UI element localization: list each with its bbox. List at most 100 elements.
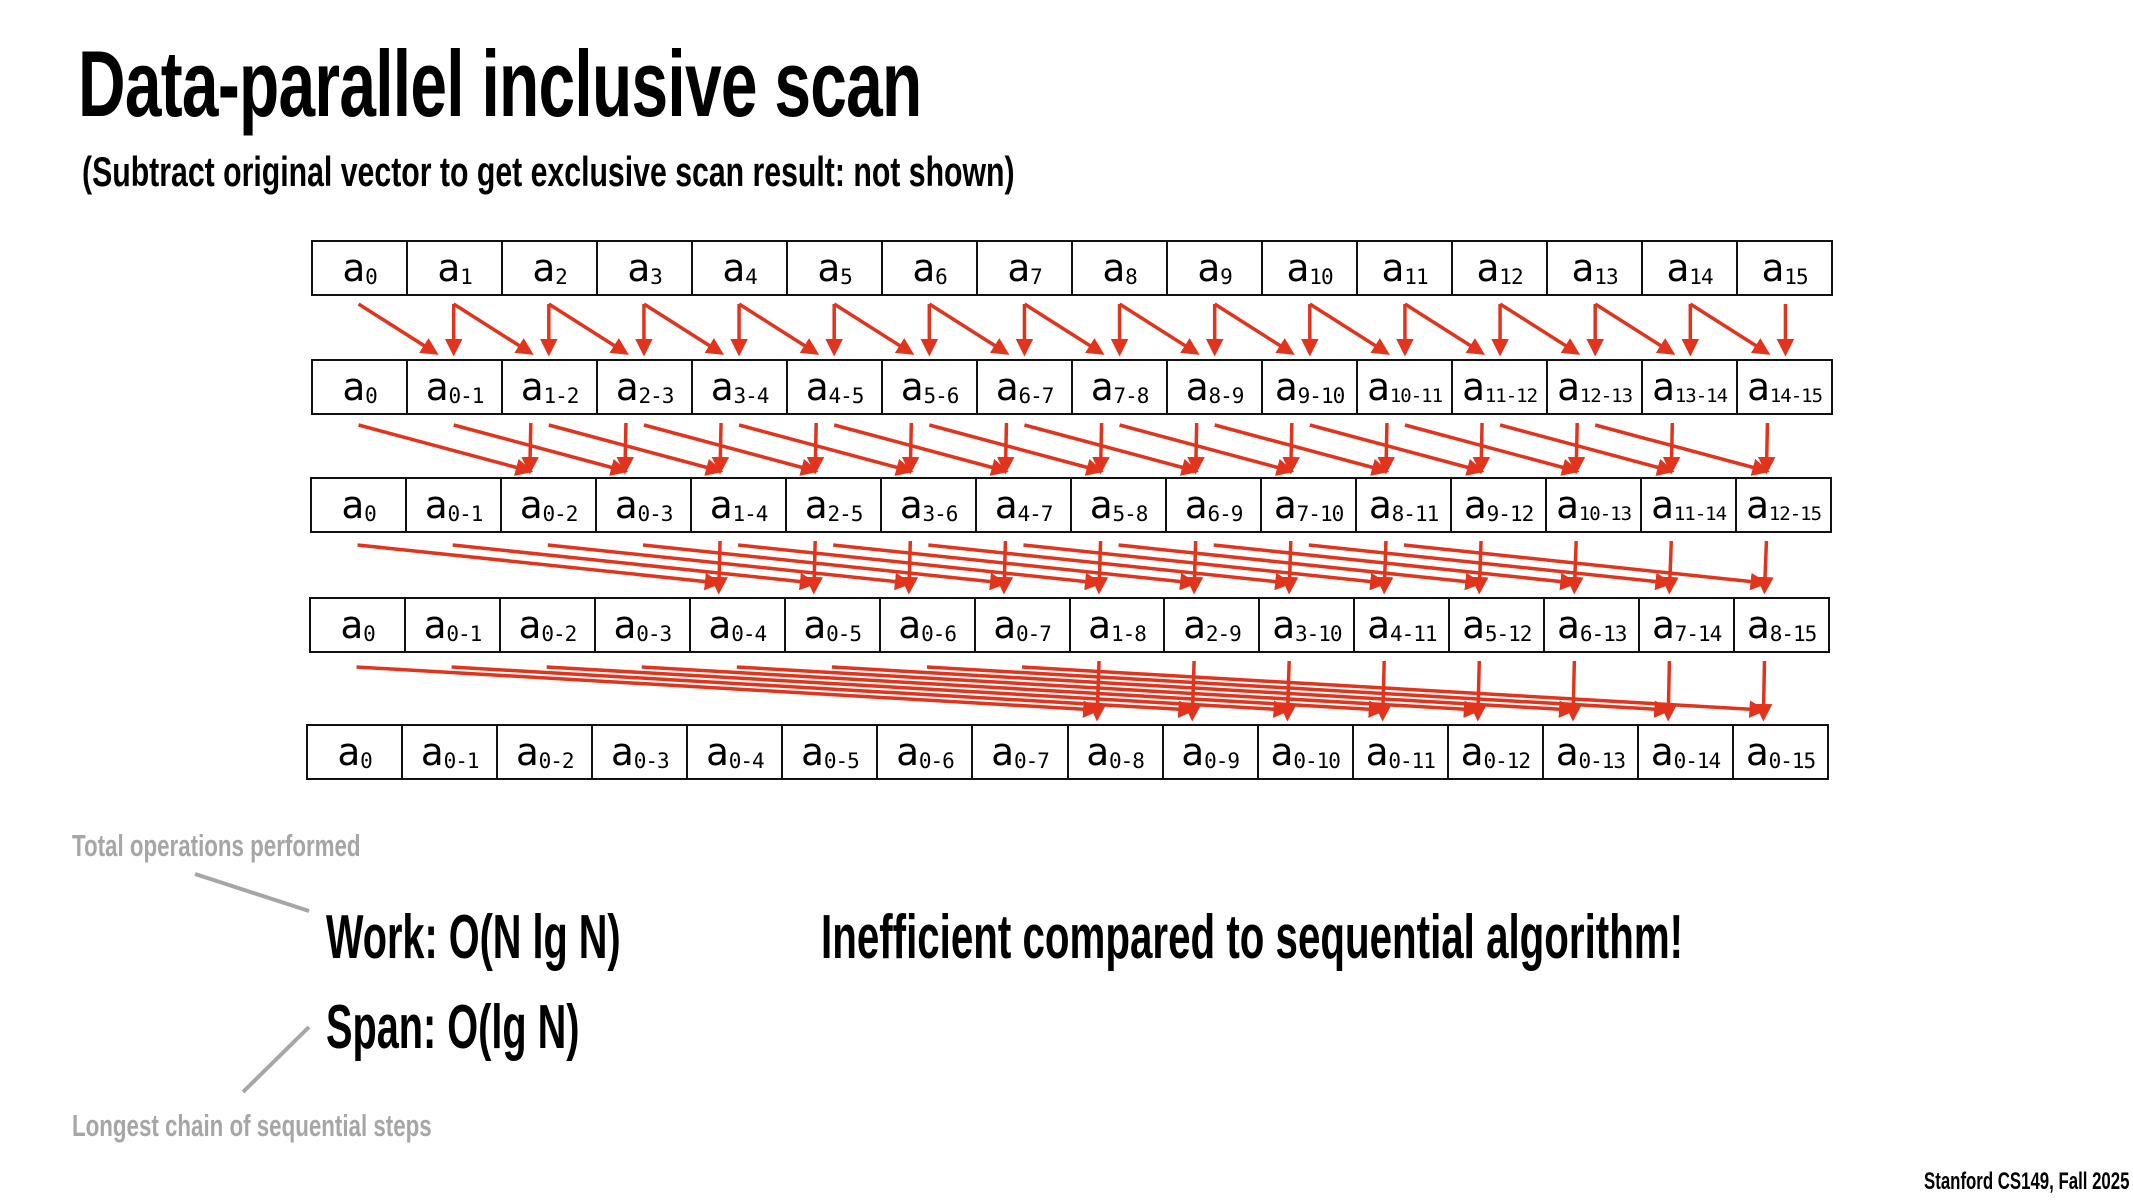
array-cell: a 10-11 — [1356, 361, 1451, 413]
array-cell: a 0-8 — [1066, 726, 1162, 778]
array-row-1: a 0 a 0-1 a 1-2 a 2-3 a 3-4 a 4-5 a 5-6 a 6-7 a 7-8 a 8-9 a 9… — [311, 359, 1833, 415]
cell-subscript: 0-2 — [538, 749, 575, 773]
cell-subscript: 0-1 — [448, 384, 484, 408]
diagonal-arrow — [1023, 302, 1105, 355]
cell-base: a — [1182, 603, 1206, 647]
cell-subscript: 4-11 — [1389, 622, 1438, 646]
diagonal-arrow — [1404, 423, 1580, 476]
course-footer: Stanford CS149, Fall 2025 — [1923, 1168, 2129, 1195]
cell-base: a — [1273, 483, 1297, 527]
cell-subscript: 10-11 — [1389, 385, 1443, 407]
cell-subscript: 7-8 — [1113, 384, 1149, 408]
diagonal-arrow — [453, 423, 629, 476]
cell-subscript: 0-14 — [1673, 749, 1722, 773]
array-cell: a 12 — [1451, 242, 1546, 294]
array-cell: a 0-11 — [1351, 726, 1447, 778]
array-cell: a 3-4 — [691, 361, 786, 413]
diagonal-arrow — [1021, 665, 1767, 718]
cell-base: a — [1286, 246, 1310, 290]
cell-base: a — [710, 365, 734, 409]
inefficiency-remark: Inefficient compared to sequential algor… — [821, 903, 1684, 972]
array-row-4: a 0 a 0-1 a 0-2 a 0-3 a 0-4 a 0-5 a 0-6 a 0-7 a 0-8 a 0-9 a 0… — [306, 724, 1829, 780]
array-cell: a 1-4 — [690, 479, 785, 531]
array-cell: a 0-15 — [1731, 726, 1827, 778]
cell-base: a — [1089, 483, 1113, 527]
array-cell: a 3-10 — [1258, 599, 1353, 651]
vertical-arrow — [1757, 422, 1776, 475]
cell-base: a — [803, 603, 827, 647]
cell-base: a — [1184, 483, 1208, 527]
cell-subscript: 0-6 — [918, 749, 955, 773]
cell-subscript: 12 — [1499, 265, 1523, 289]
cell-subscript: 0 — [364, 502, 377, 526]
diagonal-arrow — [451, 665, 1196, 718]
cell-subscript: 4-7 — [1017, 502, 1053, 526]
array-cell: a 7-14 — [1638, 599, 1733, 651]
diagonal-arrow — [356, 665, 1101, 718]
cell-base: a — [1571, 246, 1595, 290]
cell-subscript: 0-10 — [1293, 749, 1341, 773]
cell-base: a — [991, 730, 1014, 774]
cell-subscript: 11 — [1404, 265, 1428, 289]
cell-base: a — [340, 603, 364, 647]
cell-subscript: 4 — [745, 265, 758, 289]
cell-base: a — [1461, 603, 1485, 647]
cell-base: a — [1761, 246, 1785, 290]
cell-subscript: 0-7 — [1013, 749, 1050, 773]
diagonal-arrow — [548, 423, 724, 476]
diagonal-arrow — [1118, 302, 1200, 355]
cell-subscript: 10 — [1309, 265, 1333, 289]
array-cell: a 2-5 — [785, 479, 880, 531]
diagonal-arrow — [643, 423, 819, 476]
span-pointer-line — [241, 1025, 311, 1094]
cell-subscript: 0-1 — [446, 622, 482, 646]
diagonal-arrow — [357, 302, 439, 355]
array-cell: a 10 — [1261, 242, 1356, 294]
array-cell: a 0-13 — [1541, 726, 1637, 778]
diagonal-arrow — [642, 543, 1008, 591]
vertical-arrow — [1564, 660, 1583, 722]
cell-base: a — [437, 246, 461, 290]
array-cell: a 0-7 — [973, 599, 1069, 651]
array-cell: a 0-3 — [591, 726, 686, 778]
cell-subscript: 6-13 — [1579, 622, 1628, 646]
array-cell: a 5-12 — [1448, 599, 1543, 651]
cell-subscript: 8-15 — [1769, 622, 1818, 646]
diagonal-arrow — [738, 302, 820, 355]
cell-subscript: 0-5 — [823, 749, 860, 773]
diagonal-arrow — [358, 423, 534, 476]
cell-subscript: 5 — [840, 265, 853, 289]
cell-subscript: 2-9 — [1205, 622, 1242, 646]
span-annotation: Longest chain of sequential steps — [72, 1108, 432, 1143]
cell-base: a — [898, 603, 922, 647]
cell-subscript: 9 — [1220, 265, 1233, 289]
vertical-arrow — [1566, 540, 1584, 595]
diagonal-arrow — [737, 543, 1103, 591]
array-cell: a 0-6 — [878, 599, 974, 651]
cell-base: a — [805, 365, 829, 409]
cell-subscript: 8 — [1125, 265, 1138, 289]
diagonal-arrow — [1119, 423, 1295, 476]
cell-subscript: 7-14 — [1674, 622, 1723, 646]
cell-base: a — [804, 483, 828, 527]
cell-base: a — [1366, 365, 1390, 409]
diagonal-arrow — [1023, 543, 1388, 591]
cell-subscript: 0-3 — [637, 502, 673, 526]
array-cell: a 0-5 — [783, 599, 879, 651]
array-cell: a 5-6 — [881, 361, 976, 413]
cell-base: a — [995, 365, 1019, 409]
cell-subscript: 0-3 — [636, 622, 672, 646]
cell-base: a — [613, 603, 637, 647]
cell-base: a — [900, 365, 924, 409]
cell-base: a — [708, 603, 732, 647]
cell-base: a — [1102, 246, 1126, 290]
cell-base: a — [1181, 730, 1205, 774]
cell-base: a — [817, 246, 841, 290]
array-cell: a 0-6 — [876, 726, 971, 778]
array-cell: a 6-9 — [1165, 479, 1260, 531]
cell-subscript: 1-8 — [1110, 622, 1147, 646]
cell-subscript: 0-4 — [731, 622, 767, 646]
